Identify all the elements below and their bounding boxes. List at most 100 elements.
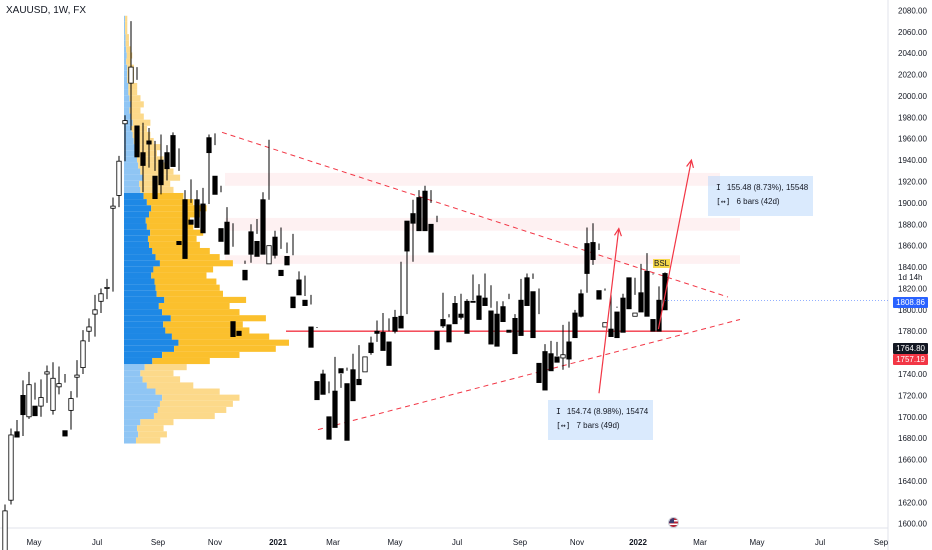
volume-bin-up-31 (124, 247, 153, 255)
volume-bin-up-66 (124, 34, 126, 41)
volume-bin-up-39 (124, 199, 147, 206)
price-tick-label-4: 1680.00 (898, 434, 927, 443)
candle-body-46 (278, 269, 284, 277)
price-tick-label-5: 1700.00 (898, 413, 927, 422)
candle-body-28 (170, 135, 176, 167)
candle-body-102 (614, 311, 620, 339)
volume-bin-down-55 (130, 101, 144, 108)
candle-body-4 (26, 384, 32, 418)
volume-bin-up-37 (124, 211, 150, 218)
volume-bin-up-47 (124, 150, 135, 157)
volume-bin-up-42 (124, 180, 140, 187)
candle-body-75 (452, 303, 458, 325)
volume-bin-down-28 (153, 266, 214, 273)
candle-body-35 (212, 175, 218, 195)
price-tick-label-7: 1740.00 (898, 370, 927, 379)
candle-body-64 (386, 341, 392, 366)
symbol-title[interactable]: XAUUSD, 1W, FX (6, 5, 87, 16)
time-tick-label-0: May (26, 538, 41, 547)
candle-body-78 (470, 300, 476, 303)
volume-bin-up-12 (124, 364, 145, 371)
time-tick-label-11: Mar (693, 538, 707, 547)
triangle-upper-line (221, 131, 729, 298)
candle-body-10 (62, 430, 68, 437)
price-tick-label-22: 2040.00 (898, 49, 927, 58)
volume-bin-down-19 (163, 321, 243, 328)
measure-up-box[interactable]: I 155.48 (8.73%), 15548 [↔] 6 bars (42d) (708, 176, 813, 216)
candle-body-99 (596, 290, 602, 300)
volume-bin-down-48 (135, 144, 161, 151)
time-tick-label-12: May (749, 538, 764, 547)
volume-bin-down-16 (178, 339, 289, 346)
candle-body-69 (416, 197, 422, 232)
volume-bin-up-49 (124, 137, 134, 145)
candle-body-22 (134, 125, 140, 158)
measure-up-price: 155.48 (8.73%), 15548 (726, 182, 809, 192)
candle-body-84 (506, 329, 512, 333)
volume-bin-down-2 (137, 425, 164, 432)
candle-body-94 (566, 341, 572, 360)
volume-bin-up-33 (124, 235, 148, 242)
candle-body-71 (428, 223, 434, 253)
volume-bin-up-52 (124, 119, 133, 126)
candle-body-83 (500, 306, 506, 323)
time-tick-label-9: Nov (570, 538, 584, 547)
candle-body-24 (146, 140, 152, 145)
candle-body-80 (482, 297, 488, 306)
measure-up-bars: 6 bars (42d) (736, 196, 780, 206)
volume-bin-down-15 (174, 345, 276, 352)
price-tick-label-1: 1620.00 (898, 498, 927, 507)
volume-bin-up-62 (124, 58, 127, 65)
volume-bin-down-65 (125, 40, 129, 47)
price-tick-label-17: 1940.00 (898, 156, 927, 165)
volume-bin-down-21 (162, 309, 240, 316)
price-tick-label-10: 1800.00 (898, 306, 927, 315)
range-height-icon: I (716, 182, 721, 192)
candle-body-6 (38, 397, 44, 407)
volume-bin-down-3 (140, 419, 174, 426)
candle-body-48 (290, 296, 296, 309)
measure-down-box[interactable]: I 154.74 (8.98%), 15474 [↔] 7 bars (49d) (548, 400, 653, 440)
volume-bin-up-0 (124, 437, 136, 444)
candle-body-29 (176, 241, 182, 246)
volume-bin-down-4 (153, 412, 215, 420)
volume-bin-up-59 (124, 76, 128, 83)
candle-body-91 (548, 353, 554, 372)
volume-bin-down-30 (155, 254, 220, 261)
volume-bin-up-4 (124, 412, 154, 420)
candle-body-79 (476, 295, 482, 320)
volume-bin-up-58 (124, 82, 129, 90)
volume-bin-down-14 (162, 351, 240, 358)
candle-body-12 (74, 374, 80, 378)
candle-body-20 (122, 120, 128, 125)
volume-bin-up-36 (124, 217, 146, 224)
last-price-tag: 1808.86 (893, 297, 928, 308)
candle-body-27 (164, 152, 170, 170)
volume-bin-down-36 (145, 217, 190, 224)
supply-zone-1 (225, 217, 740, 231)
volume-bin-up-13 (124, 357, 153, 365)
price-tick-label-15: 1900.00 (898, 199, 927, 208)
volume-bin-up-43 (124, 174, 143, 181)
price-tick-label-23: 2060.00 (898, 28, 927, 37)
volume-bin-up-15 (124, 345, 175, 352)
candle-body-7 (44, 371, 50, 375)
candle-body-56 (338, 368, 344, 374)
volume-bin-up-28 (124, 266, 154, 273)
bsl-label: BSL (653, 259, 671, 268)
candle-body-15 (92, 309, 98, 315)
volume-bin-down-39 (146, 199, 194, 206)
candle-body-11 (68, 398, 74, 411)
candle-body-21 (128, 66, 134, 84)
volume-bin-up-45 (124, 162, 139, 169)
candle-body-40 (242, 269, 248, 281)
us-flag-icon[interactable] (668, 517, 679, 528)
measure-down-bars: 7 bars (49d) (576, 420, 620, 430)
candle-body-105 (632, 312, 638, 317)
volume-bin-down-31 (152, 247, 210, 255)
volume-bin-down-5 (157, 406, 227, 413)
candle-body-104 (626, 277, 632, 310)
time-tick-label-13: Jul (815, 538, 825, 547)
volume-bin-down-7 (162, 394, 240, 401)
